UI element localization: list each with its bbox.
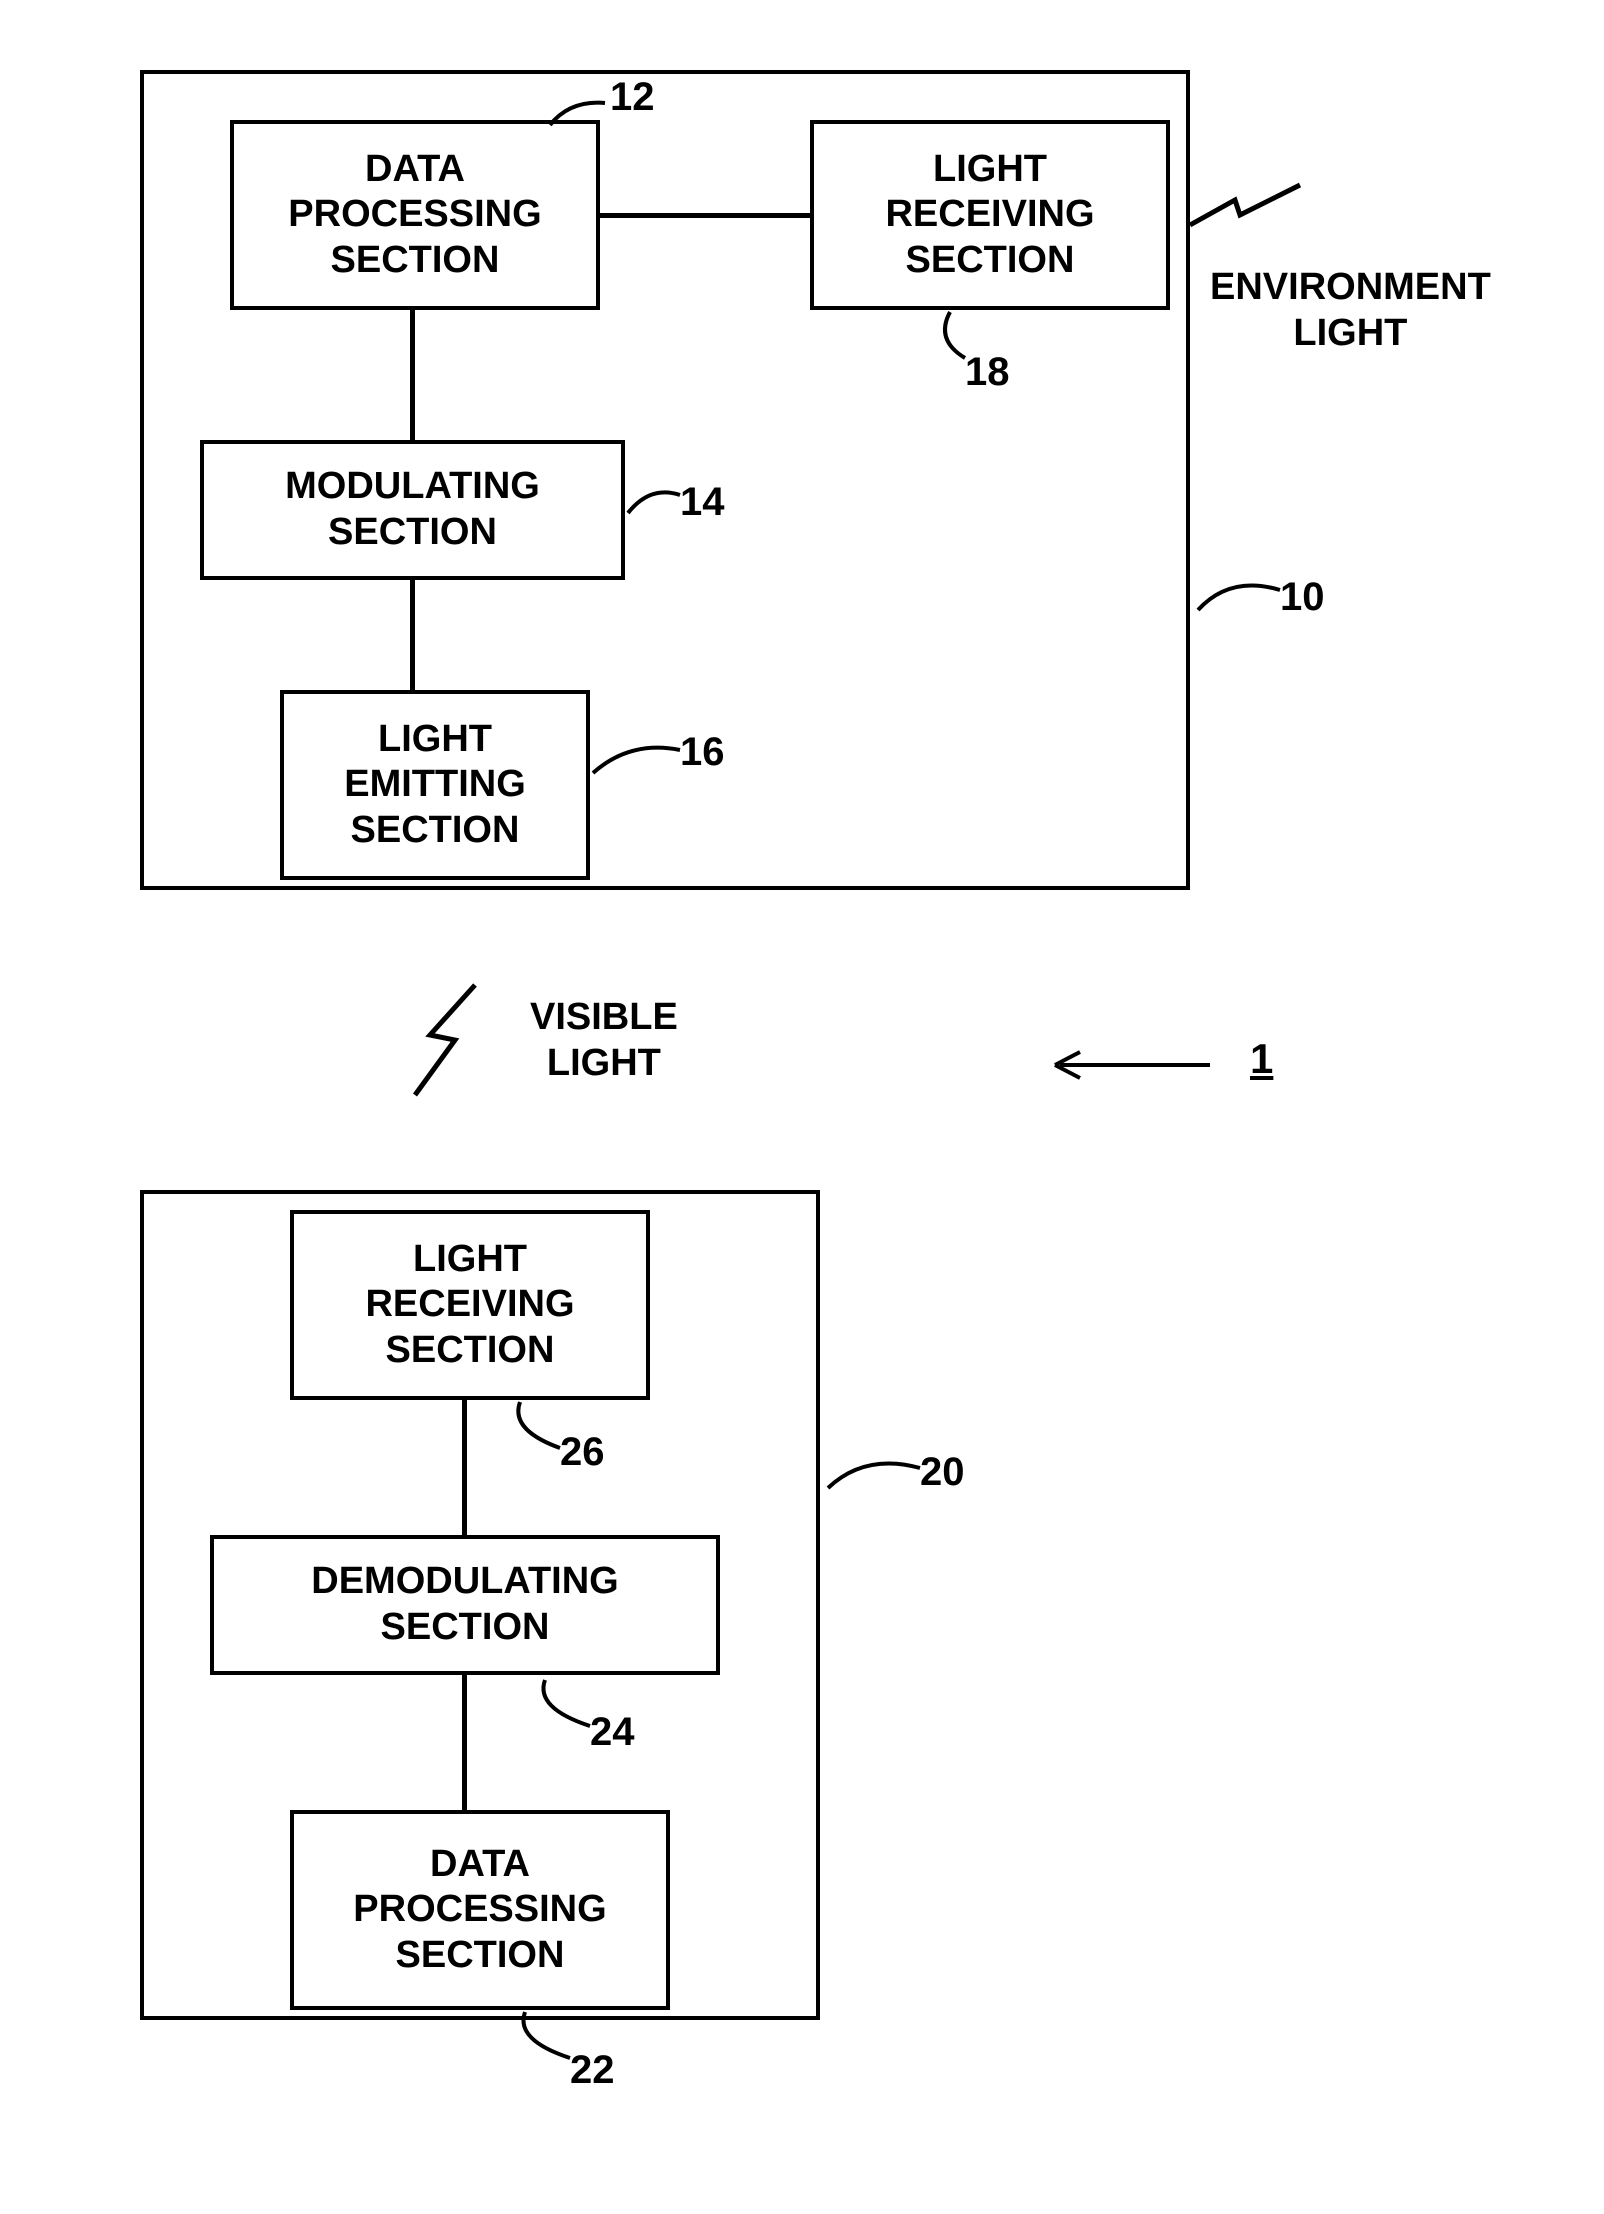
label-text: ENVIRONMENT LIGHT — [1210, 266, 1491, 354]
label-visible-light: VISIBLE LIGHT — [530, 995, 678, 1086]
connector-dp-to-mod — [410, 310, 415, 440]
ref-text: 22 — [570, 2048, 615, 2092]
leader-12 — [545, 95, 615, 130]
ref-22: 22 — [570, 2048, 615, 2093]
connector-demod-to-dp — [462, 1675, 467, 1810]
leader-14 — [625, 480, 685, 520]
squiggle-visible — [400, 980, 500, 1100]
ref-20: 20 — [920, 1450, 965, 1495]
block-text: DATA PROCESSING SECTION — [288, 147, 541, 284]
ref-text: 24 — [590, 1710, 635, 1754]
ref-14: 14 — [680, 480, 725, 525]
ref-text: 12 — [610, 75, 655, 119]
connector-dp-to-lr — [600, 213, 810, 218]
block-text: DEMODULATING SECTION — [311, 1559, 619, 1650]
ref-text: 16 — [680, 730, 725, 774]
block-text: MODULATING SECTION — [285, 464, 540, 555]
block-data-processing-top: DATA PROCESSING SECTION — [230, 120, 600, 310]
block-text: LIGHT EMITTING SECTION — [344, 717, 526, 854]
block-text: LIGHT RECEIVING SECTION — [365, 1237, 574, 1374]
ref-12: 12 — [610, 75, 655, 120]
ref-text: 20 — [920, 1450, 965, 1494]
connector-mod-to-le — [410, 580, 415, 690]
label-text: VISIBLE LIGHT — [530, 996, 678, 1084]
block-light-receiving-top: LIGHT RECEIVING SECTION — [810, 120, 1170, 310]
ref-26: 26 — [560, 1430, 605, 1475]
leader-20 — [825, 1448, 925, 1498]
label-environment-light: ENVIRONMENT LIGHT — [1210, 265, 1491, 356]
block-modulating: MODULATING SECTION — [200, 440, 625, 580]
block-text: DATA PROCESSING SECTION — [353, 1842, 606, 1979]
block-text: LIGHT RECEIVING SECTION — [885, 147, 1094, 284]
ref-16: 16 — [680, 730, 725, 775]
block-data-processing-bottom: DATA PROCESSING SECTION — [290, 1810, 670, 2010]
ref-24: 24 — [590, 1710, 635, 1755]
label-system-ref: 1 — [1250, 1035, 1273, 1083]
ref-text: 14 — [680, 480, 725, 524]
ref-text: 10 — [1280, 575, 1325, 619]
arrow-system-ref — [1050, 1040, 1230, 1090]
ref-text: 18 — [965, 350, 1010, 394]
leader-16 — [590, 735, 685, 780]
ref-text: 1 — [1250, 1035, 1273, 1082]
squiggle-environment — [1185, 180, 1305, 235]
block-light-receiving-bottom: LIGHT RECEIVING SECTION — [290, 1210, 650, 1400]
block-demodulating: DEMODULATING SECTION — [210, 1535, 720, 1675]
block-light-emitting: LIGHT EMITTING SECTION — [280, 690, 590, 880]
ref-18: 18 — [965, 350, 1010, 395]
ref-text: 26 — [560, 1430, 605, 1474]
connector-lr-to-demod — [462, 1400, 467, 1535]
ref-10: 10 — [1280, 575, 1325, 620]
leader-10 — [1195, 570, 1285, 620]
